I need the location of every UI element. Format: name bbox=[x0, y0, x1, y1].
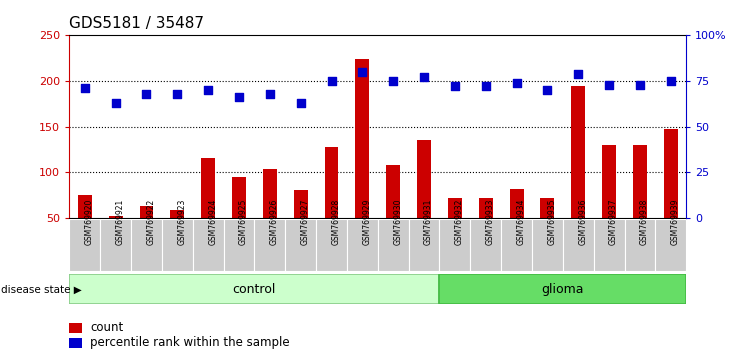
Bar bbox=[532, 219, 563, 271]
Point bbox=[665, 78, 677, 84]
Bar bbox=[572, 86, 585, 218]
Text: GSM769934: GSM769934 bbox=[517, 199, 526, 245]
Text: percentile rank within the sample: percentile rank within the sample bbox=[91, 336, 290, 349]
Text: GSM769930: GSM769930 bbox=[393, 199, 402, 245]
Point bbox=[603, 82, 615, 87]
Text: disease state ▶: disease state ▶ bbox=[1, 284, 82, 295]
Bar bbox=[417, 140, 431, 218]
Text: GSM769931: GSM769931 bbox=[424, 199, 433, 245]
Text: GSM769920: GSM769920 bbox=[85, 199, 93, 245]
Bar bbox=[439, 219, 470, 271]
Bar bbox=[69, 338, 82, 348]
Bar bbox=[563, 219, 593, 271]
Bar bbox=[131, 219, 162, 271]
Text: GSM769926: GSM769926 bbox=[270, 199, 279, 245]
Bar bbox=[386, 165, 400, 218]
Bar bbox=[448, 198, 462, 218]
Bar bbox=[510, 189, 523, 218]
Text: GSM769928: GSM769928 bbox=[331, 199, 340, 245]
Bar bbox=[69, 322, 82, 333]
Text: GSM769924: GSM769924 bbox=[208, 199, 217, 245]
Point bbox=[295, 100, 307, 106]
Text: GSM769935: GSM769935 bbox=[548, 199, 556, 245]
Bar bbox=[325, 147, 339, 218]
Bar bbox=[193, 219, 223, 271]
Text: GSM769932: GSM769932 bbox=[455, 199, 464, 245]
Bar bbox=[223, 219, 255, 271]
Bar bbox=[69, 219, 100, 271]
Bar bbox=[664, 129, 677, 218]
Bar bbox=[633, 145, 647, 218]
Point bbox=[110, 100, 121, 106]
Bar bbox=[100, 219, 131, 271]
Bar bbox=[625, 219, 656, 271]
Point bbox=[449, 84, 461, 89]
Text: glioma: glioma bbox=[542, 283, 584, 296]
Bar bbox=[540, 198, 554, 218]
Bar bbox=[316, 219, 347, 271]
Bar bbox=[347, 219, 378, 271]
Bar bbox=[69, 274, 439, 304]
Bar bbox=[356, 59, 369, 218]
Point bbox=[480, 84, 491, 89]
Point bbox=[79, 85, 91, 91]
Text: GSM769923: GSM769923 bbox=[177, 199, 186, 245]
Bar bbox=[293, 190, 307, 218]
Bar bbox=[254, 219, 285, 271]
Point bbox=[634, 82, 646, 87]
Bar bbox=[109, 216, 123, 218]
Text: GSM769929: GSM769929 bbox=[362, 199, 372, 245]
Text: count: count bbox=[91, 321, 123, 334]
Text: GSM769937: GSM769937 bbox=[609, 199, 618, 245]
Bar bbox=[139, 206, 153, 218]
Point bbox=[418, 74, 430, 80]
Bar bbox=[170, 210, 184, 218]
Text: GSM769925: GSM769925 bbox=[239, 199, 248, 245]
Bar bbox=[470, 219, 501, 271]
Bar bbox=[602, 145, 616, 218]
Point bbox=[542, 87, 553, 93]
Bar bbox=[439, 274, 686, 304]
Point bbox=[356, 69, 368, 75]
Point bbox=[141, 91, 153, 97]
Bar bbox=[479, 198, 493, 218]
Bar bbox=[162, 219, 193, 271]
Bar bbox=[78, 195, 92, 218]
Bar bbox=[232, 177, 246, 218]
Text: GSM769936: GSM769936 bbox=[578, 199, 587, 245]
Text: GSM769933: GSM769933 bbox=[485, 199, 495, 245]
Text: GSM769927: GSM769927 bbox=[301, 199, 310, 245]
Bar bbox=[263, 170, 277, 218]
Text: GSM769938: GSM769938 bbox=[640, 199, 649, 245]
Bar bbox=[656, 219, 686, 271]
Bar bbox=[593, 219, 624, 271]
Text: GSM769939: GSM769939 bbox=[671, 199, 680, 245]
Text: GDS5181 / 35487: GDS5181 / 35487 bbox=[69, 16, 204, 32]
Point bbox=[202, 87, 214, 93]
Bar bbox=[409, 219, 439, 271]
Point bbox=[172, 91, 183, 97]
Bar bbox=[201, 159, 215, 218]
Point bbox=[233, 95, 245, 100]
Point bbox=[511, 80, 523, 86]
Text: GSM769921: GSM769921 bbox=[115, 199, 125, 245]
Point bbox=[572, 71, 584, 76]
Text: GSM769922: GSM769922 bbox=[147, 199, 155, 245]
Point bbox=[388, 78, 399, 84]
Point bbox=[264, 91, 276, 97]
Bar bbox=[378, 219, 409, 271]
Text: control: control bbox=[233, 283, 276, 296]
Bar bbox=[285, 219, 316, 271]
Bar bbox=[501, 219, 532, 271]
Point bbox=[326, 78, 337, 84]
